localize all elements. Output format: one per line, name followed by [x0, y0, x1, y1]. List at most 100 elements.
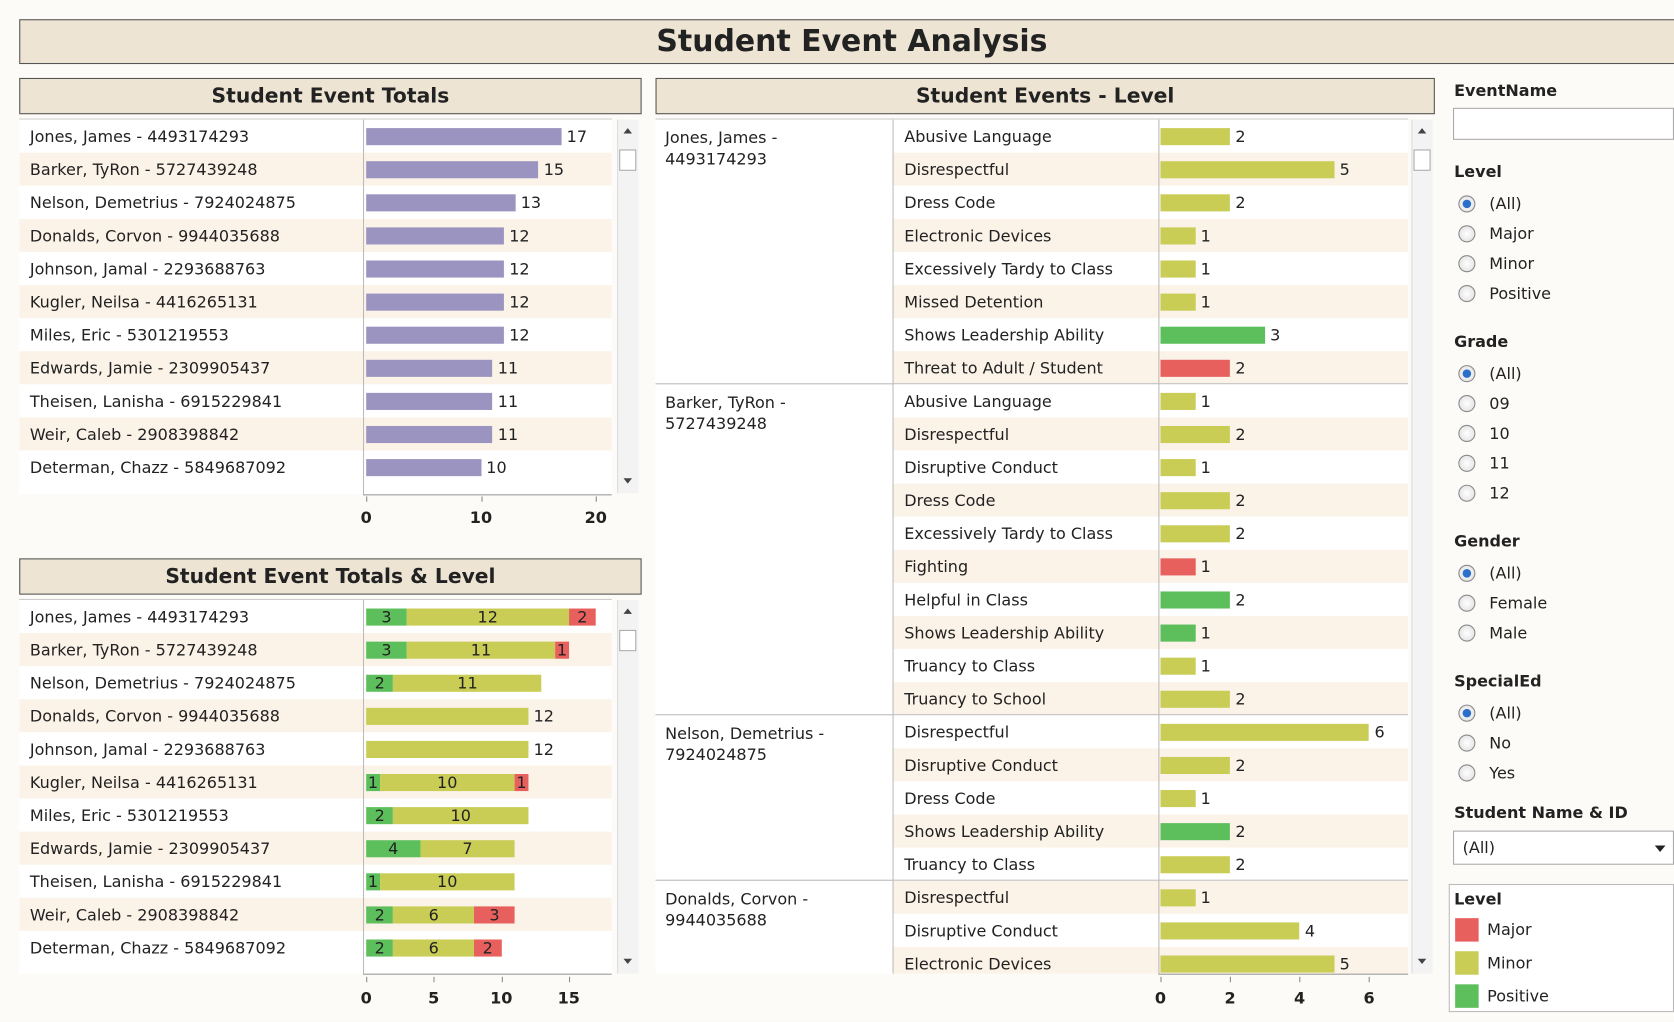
scroll-thumb[interactable] [1413, 149, 1431, 171]
row [892, 616, 1409, 650]
bar [1160, 425, 1231, 444]
radio-button[interactable] [1458, 225, 1476, 243]
bar [1160, 326, 1265, 344]
row [892, 119, 1409, 153]
value-label: 3 [381, 640, 392, 660]
scroll-down[interactable] [1417, 958, 1427, 965]
student-name: Barker, TyRon - 5727439248 [665, 392, 786, 434]
bar [1160, 194, 1231, 212]
scroll-up[interactable] [1417, 128, 1427, 134]
radio-label: Female [1489, 593, 1548, 613]
bar [1160, 459, 1196, 477]
x-tick [1299, 976, 1301, 983]
dropdown-arrow [1654, 845, 1666, 852]
student-name: Kugler, Neilsa - 4416265131 [29, 292, 258, 312]
radio-button[interactable] [1458, 424, 1476, 442]
scroll-thumb[interactable] [619, 629, 637, 652]
bar [1160, 624, 1196, 642]
radio-button[interactable] [1458, 624, 1476, 642]
row [19, 450, 612, 484]
event-name: Shows Leadership Ability [904, 325, 1105, 345]
x-tick [501, 976, 503, 983]
radio-button[interactable] [1458, 395, 1476, 413]
radio-label: (All) [1489, 563, 1522, 583]
legend-swatch [1455, 984, 1479, 1008]
table-body: Jones, James - 4493174293 3 12 2 Barker, TyR… [19, 598, 612, 974]
x-tick-label: 20 [584, 508, 607, 528]
bar-segment [366, 608, 407, 626]
student-name: Donalds, Corvon - 9944035688 [29, 706, 280, 726]
bar-segment [406, 608, 569, 626]
x-tick [366, 976, 368, 983]
radio-button[interactable] [1458, 704, 1476, 722]
student-name: Kugler, Neilsa - 4416265131 [29, 772, 258, 793]
radio-button[interactable] [1458, 454, 1476, 472]
radio-button[interactable] [1458, 734, 1476, 752]
row [892, 880, 1409, 914]
value-label: 2 [374, 806, 385, 826]
radio-button[interactable] [1458, 255, 1476, 273]
value-label: 2 [1235, 590, 1246, 610]
value-label: 1 [1200, 623, 1211, 643]
scroll-thumb[interactable] [619, 149, 637, 171]
value-label: 7 [462, 839, 473, 859]
bar-segment [393, 939, 475, 957]
event-name: Disruptive Conduct [904, 921, 1058, 941]
value-label: 2 [1235, 358, 1246, 378]
radio-label: Yes [1489, 763, 1516, 783]
radio-button[interactable] [1458, 764, 1476, 782]
radio-button[interactable] [1458, 484, 1476, 502]
student-name: Jones, James - 4493174293 [29, 607, 250, 627]
student-name: Donalds, Corvon - 9944035688 [665, 889, 809, 930]
dropdown[interactable]: (All) [1453, 830, 1674, 865]
scroll-up[interactable] [623, 608, 633, 614]
scroll-down[interactable] [623, 958, 633, 965]
value-label: 4 [1304, 921, 1316, 941]
student-name: Edwards, Jamie - 2309905437 [29, 358, 271, 378]
scroll-down[interactable] [623, 478, 633, 484]
bar [1160, 227, 1196, 245]
bar [1160, 790, 1196, 808]
event-name: Truancy to School [904, 689, 1047, 709]
x-tick-label: 6 [1363, 988, 1375, 1008]
scroll-up[interactable] [623, 128, 633, 134]
student-name: Jones, James - 4493174293 [29, 127, 250, 147]
event-name: Disrespectful [904, 424, 1010, 445]
value-label: 1 [1200, 557, 1211, 577]
radio-label: 12 [1489, 483, 1510, 503]
radio-button[interactable] [1458, 285, 1476, 303]
table-body: Jones, James - 4493174293 17 Barker, TyRon… [19, 118, 612, 495]
value-label: 1 [1200, 656, 1211, 676]
bar [366, 194, 516, 212]
radio-button[interactable] [1458, 195, 1476, 213]
radio-button[interactable] [1458, 365, 1476, 383]
x-tick-label: 0 [360, 988, 372, 1008]
legend-swatch [1455, 951, 1479, 975]
event-name: Missed Detention [904, 292, 1044, 312]
student-name: Miles, Eric - 5301219553 [29, 806, 229, 826]
radio-button[interactable] [1458, 594, 1476, 612]
bar [1160, 690, 1231, 708]
text-input[interactable] [1453, 107, 1674, 140]
value-label: 17 [566, 127, 588, 147]
bar [1160, 756, 1231, 775]
bar-segment [366, 641, 407, 659]
student-name: Jones, James - 4493174293 [665, 128, 778, 169]
value-label: 5 [1339, 160, 1350, 180]
radio-label: (All) [1489, 703, 1522, 723]
radio-button[interactable] [1458, 564, 1476, 582]
event-name: Excessively Tardy to Class [904, 259, 1113, 279]
divider [892, 119, 894, 974]
bar [366, 260, 504, 278]
event-name: Electronic Devices [904, 954, 1052, 974]
legend-swatch [1455, 918, 1479, 942]
student-name: Miles, Eric - 5301219553 [29, 325, 229, 345]
student-name: Theisen, Lanisha - 6915229841 [29, 872, 283, 892]
row [892, 781, 1409, 815]
student-name: Determan, Chazz - 5849687092 [29, 938, 287, 958]
value-label: 4 [388, 839, 399, 859]
bar [1160, 293, 1196, 311]
row [892, 450, 1409, 484]
row [19, 251, 612, 286]
